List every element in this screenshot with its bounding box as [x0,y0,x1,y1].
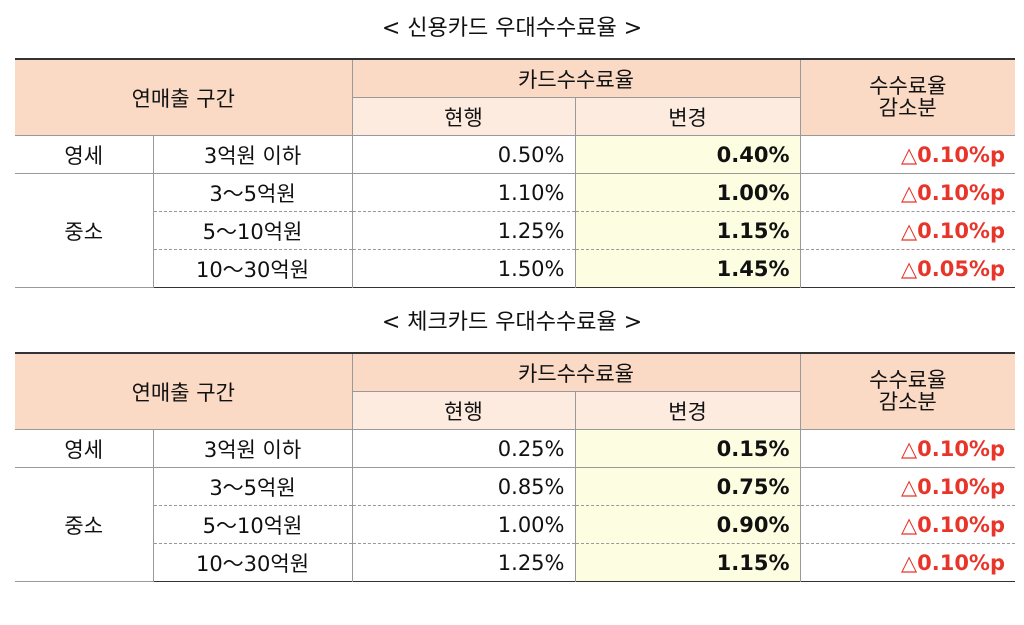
current-cell: 1.25% [351,211,576,250]
data-row: 10～30억원 1.50% 1.45% △0.05%p [15,249,1016,288]
group-cell: 중소 [15,467,154,582]
band-cell: 3～5억원 [152,173,353,212]
data-row: 중소 3～5억원 1.10% 1.00% △0.10%p [15,173,1016,288]
group-cell: 중소 [15,173,154,288]
band-cell: 3～5억원 [152,467,353,506]
current-cell: 1.00% [351,505,576,544]
header-text: 수수료율 감소분 [869,74,947,120]
document: < 신용카드 우대수수료율 > 연매출 구간 카드수수료율 수수료율 감소분 현행 변경 영… [0,14,1024,582]
current-cell: 0.85% [351,467,576,506]
current-cell: 0.25% [351,429,576,468]
data-row: 중소 3～5억원 0.85% 0.75% △0.10%p [15,467,1016,582]
reduction-cell: △0.10%p [799,467,1016,506]
band-cell: 5～10억원 [152,211,353,250]
table-title: < 체크카드 우대수수료율 > [381,310,643,335]
band-cell: 10～30억원 [152,249,353,288]
table-title: < 신용카드 우대수수료율 > [381,16,643,41]
header-cell: 변경 [574,97,801,136]
changed-cell: 0.40% [574,135,801,174]
reduction-cell: △0.10%p [799,211,1016,250]
changed-cell: 1.15% [574,543,801,582]
band-cell: 5～10억원 [152,505,353,544]
reduction-cell: △0.10%p [799,505,1016,544]
header-row: 연매출 구간 카드수수료율 수수료율 감소분 [15,353,1016,430]
band-cell: 3억원 이하 [152,135,353,174]
header-cell: 현행 [352,391,576,430]
header-cell: 연매출 구간 [15,59,353,136]
header-text: 수수료율 감소분 [869,368,947,414]
changed-cell: 1.15% [574,211,801,250]
changed-cell: 0.90% [574,505,801,544]
data-row: 영세 3억원 이하 0.25% 0.15% △0.10%p [15,429,1016,468]
current-cell: 1.50% [351,249,576,288]
changed-cell: 1.45% [574,249,801,288]
header-cell: 수수료율 감소분 [799,59,1016,136]
band-cell: 3억원 이하 [152,429,353,468]
changed-cell: 1.00% [574,173,801,212]
header-cell: 연매출 구간 [15,353,353,430]
reduction-cell: △0.10%p [799,173,1016,212]
header-row: 현행 변경 [15,391,1015,430]
current-cell: 0.50% [351,135,576,174]
data-row: 10～30억원 1.25% 1.15% △0.10%p [15,543,1016,582]
group-cell: 영세 [15,429,154,468]
reduction-cell: △0.10%p [799,543,1016,582]
reduction-cell: △0.10%p [799,135,1016,174]
group-cell: 영세 [15,135,154,174]
header-cell: 카드수수료율 [351,59,801,98]
header-cell: 카드수수료율 [351,353,801,392]
changed-cell: 0.75% [574,467,801,506]
changed-cell: 0.15% [574,429,801,468]
header-cell: 수수료율 감소분 [799,353,1016,430]
current-cell: 1.10% [351,173,576,212]
data-row: 5～10억원 1.00% 0.90% △0.10%p [15,505,1016,544]
fee-table: 연매출 구간 카드수수료율 수수료율 감소분 현행 변경 영세 3억원 이하 0.25% 0.1… [15,352,1016,582]
data-row: 영세 3억원 이하 0.50% 0.40% △0.10%p [15,135,1016,174]
header-row: 현행 변경 [15,97,1015,136]
header-cell: 현행 [352,97,576,136]
current-cell: 1.25% [351,543,576,582]
band-cell: 10～30억원 [152,543,353,582]
page: < 신용카드 우대수수료율 > 연매출 구간 카드수수료율 수수료율 감소분 현행 변경 영… [0,14,1024,625]
fee-table: 연매출 구간 카드수수료율 수수료율 감소분 현행 변경 영세 3억원 이하 0.50% 0.4… [15,58,1016,288]
reduction-cell: △0.10%p [799,429,1016,468]
header-cell: 변경 [574,391,801,430]
data-row: 5～10억원 1.25% 1.15% △0.10%p [15,211,1016,250]
header-row: 연매출 구간 카드수수료율 수수료율 감소분 [15,59,1016,136]
reduction-cell: △0.05%p [799,249,1016,288]
